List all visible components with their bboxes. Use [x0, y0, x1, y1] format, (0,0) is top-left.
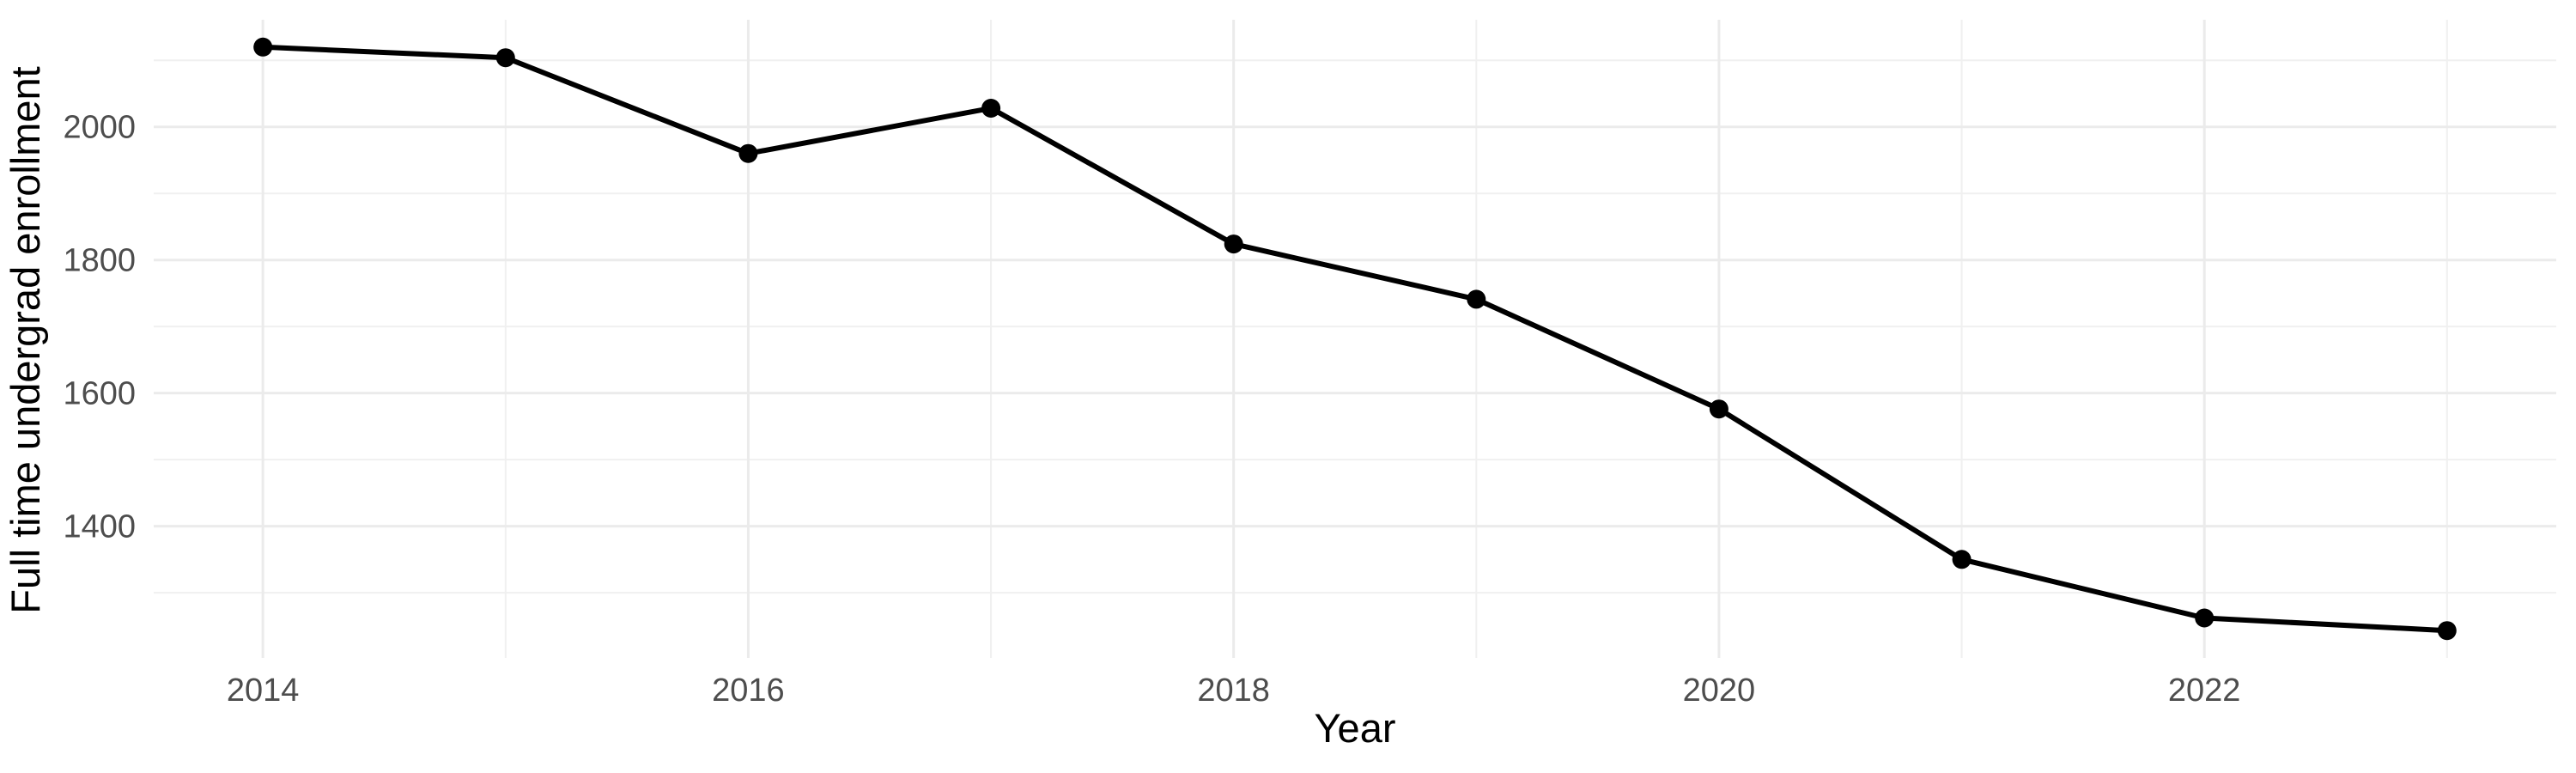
x-axis-title: Year — [1315, 705, 1396, 751]
y-axis-title: Full time undergrad enrollment — [3, 66, 48, 613]
data-point — [1467, 289, 1486, 309]
data-line — [263, 44, 2447, 634]
x-tick-label: 2022 — [2168, 673, 2241, 709]
data-point — [495, 48, 515, 68]
y-tick-label: 1800 — [63, 243, 136, 279]
data-point — [1952, 550, 1971, 569]
data-series-layer — [253, 37, 2457, 641]
x-tick-label: 2020 — [1683, 673, 1756, 709]
data-point — [253, 37, 273, 57]
data-point — [2195, 608, 2215, 628]
x-tick-label: 2016 — [712, 673, 785, 709]
grid-layer — [154, 20, 2556, 658]
y-tick-label: 1400 — [63, 509, 136, 545]
x-tick-label: 2014 — [227, 673, 300, 709]
data-point — [1224, 234, 1243, 254]
data-point — [1709, 399, 1728, 419]
axis-label-layer: 2014 2016 2018 2020 2022 1400 1600 1800 2000 — [63, 110, 2240, 709]
y-tick-label: 2000 — [63, 110, 136, 146]
data-point — [738, 143, 758, 163]
data-point — [981, 99, 1001, 118]
data-point — [2437, 621, 2457, 641]
y-tick-label: 1600 — [63, 376, 136, 412]
x-tick-label: 2018 — [1197, 673, 1270, 709]
